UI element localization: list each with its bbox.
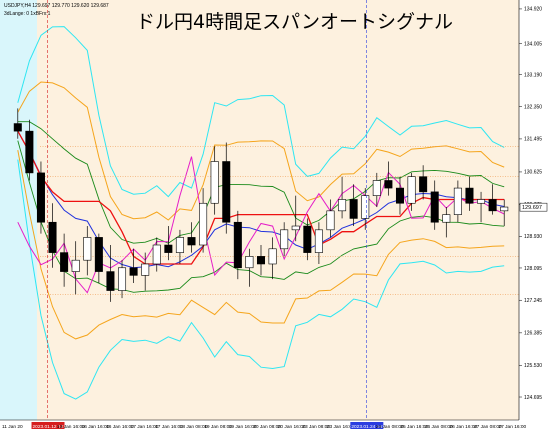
candle-bull — [326, 210, 335, 231]
price-tick-label: 130.625 — [524, 170, 542, 176]
candle-bear — [419, 176, 428, 193]
candle-bear — [164, 244, 173, 253]
time-marker-box — [31, 422, 65, 429]
time-tick-label: 11 Jan 20 — [2, 424, 23, 430]
time-tick-label: 26 Jan 16:00 — [449, 424, 477, 430]
candle-bear — [303, 225, 312, 253]
candle-bear — [384, 180, 393, 189]
time-tick-label: 18 Jan 08:00 — [180, 424, 208, 430]
candle-bull — [407, 176, 416, 204]
bb-lower-3-line — [17, 159, 505, 400]
price-tick-label: 128.930 — [524, 234, 542, 240]
candle-bear — [106, 271, 115, 291]
time-tick-label: 16 Jan 16:00 — [106, 424, 134, 430]
bb-lower-1-line — [17, 140, 505, 293]
candle-bull — [175, 237, 184, 253]
current-price-label: 129.697 — [522, 205, 542, 211]
candle-bull — [152, 244, 161, 265]
time-tick-label: 25 Jan 16:00 — [400, 424, 428, 430]
price-tick-label: 124.695 — [524, 395, 542, 401]
candle-bear — [430, 191, 439, 223]
price-tick-label: 131.495 — [524, 137, 542, 143]
candle-bull — [372, 180, 381, 196]
candle-bear — [256, 256, 266, 265]
candle-bull — [280, 229, 289, 250]
candle-bull — [500, 206, 509, 212]
time-tick-label: 19 Jan 08:00 — [204, 424, 232, 430]
price-tick-label: 127.245 — [524, 298, 542, 304]
time-tick-label: 20 Jan 08:00 — [253, 424, 281, 430]
candle-bull — [291, 225, 300, 231]
candle-bear — [25, 130, 34, 174]
price-tick-label: 134.005 — [524, 41, 542, 47]
bb-upper-2-line — [17, 81, 505, 221]
candle-bear — [48, 221, 57, 253]
candle-bear — [129, 267, 138, 276]
candle-bear — [233, 221, 242, 269]
candle-bull — [477, 199, 486, 204]
candle-bull — [71, 259, 80, 272]
indicator-info: 3dLange: 0 1xBFrx:1 — [4, 11, 51, 17]
candle-bear — [60, 252, 69, 272]
time-tick-label: 2023.01.24 16:00 — [351, 424, 389, 430]
time-tick-label: 27 Jan 08:00 — [474, 424, 502, 430]
time-tick-label: 13 Jan 16:00 — [57, 424, 85, 430]
price-tick-label: 134.920 — [524, 7, 542, 13]
candle-bull — [210, 161, 219, 204]
time-tick-label: 2023.01.12 12:00 — [33, 424, 71, 430]
time-axis — [0, 420, 548, 434]
candle-bear — [488, 199, 497, 212]
candle-bull — [453, 187, 462, 215]
candle-bull — [268, 248, 277, 265]
candle-bull — [442, 214, 451, 223]
time-tick-label: 20 Jan 16:00 — [278, 424, 306, 430]
current-price-box — [519, 202, 548, 212]
time-marker-box — [350, 422, 384, 429]
price-tick-label: 132.350 — [524, 104, 542, 110]
price-tick-label: 125.530 — [524, 363, 542, 369]
candle-bear — [13, 123, 22, 132]
time-tick-label: 23 Jan 08:00 — [302, 424, 330, 430]
candle-bull — [118, 267, 127, 291]
time-tick-label: 17 Jan 16:00 — [155, 424, 183, 430]
time-tick-label: 23 Jan 16:00 — [327, 424, 355, 430]
bb-upper-3-line — [17, 26, 505, 198]
symbol-info: USDJPY,H4 129.697 129.770 129.620 129.68… — [4, 3, 109, 9]
candle-bear — [36, 172, 45, 223]
price-tick-label: 128.095 — [524, 266, 542, 272]
candle-bear — [222, 161, 231, 223]
candle-bull — [314, 229, 323, 253]
time-tick-label: 17 Jan 16:00 — [131, 424, 159, 430]
plot-area[interactable] — [0, 0, 519, 420]
time-tick-label: 16 Jan 16:00 — [82, 424, 110, 430]
time-tick-label: 19 Jan 16:00 — [229, 424, 257, 430]
candle-bull — [361, 195, 370, 219]
highlight-band — [0, 0, 37, 420]
candle-bull — [245, 256, 254, 269]
time-tick-label: 26 Jan 08:00 — [425, 424, 453, 430]
price-tick-label: 133.190 — [524, 72, 542, 78]
candle-bear — [94, 237, 103, 272]
bb-lower-2-line — [17, 150, 505, 340]
candles-layer — [13, 108, 509, 302]
candle-bull — [338, 199, 347, 212]
time-tick-label: 24 Jan 08:00 — [376, 424, 404, 430]
price-tick-label: 126.385 — [524, 331, 542, 337]
candle-bear — [187, 237, 196, 246]
candle-bear — [465, 187, 474, 204]
candle-bull — [141, 263, 150, 276]
candle-bear — [349, 199, 358, 219]
candle-bull — [83, 237, 92, 261]
candle-bear — [395, 187, 404, 204]
price-axis-labels: 134.920 134.005 133.190 132.350 131.495 130.6… — [519, 7, 548, 401]
time-tick-label: 27 Jan 16:00 — [498, 424, 526, 430]
chart-title: ドル円4時間足スパンオートシグナル — [136, 11, 454, 33]
candle-bull — [199, 202, 208, 246]
